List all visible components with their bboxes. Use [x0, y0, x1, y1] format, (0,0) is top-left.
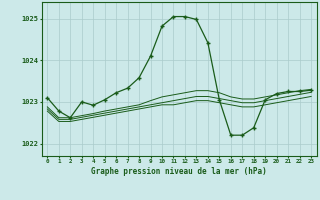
X-axis label: Graphe pression niveau de la mer (hPa): Graphe pression niveau de la mer (hPa) — [91, 167, 267, 176]
